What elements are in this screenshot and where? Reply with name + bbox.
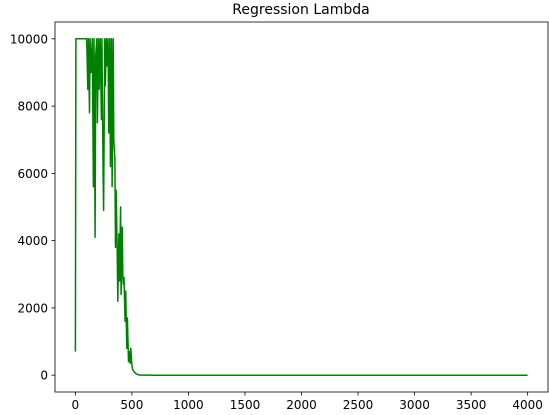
y-tick-label: 8000 [17,100,48,114]
y-tick-label: 6000 [17,167,48,181]
y-tick-label: 2000 [17,301,48,315]
x-tick-label: 0 [72,398,80,412]
series-line-0 [74,38,528,376]
y-tick-label: 0 [40,369,48,383]
x-tick-label: 1500 [230,398,261,412]
y-tick-label: 4000 [17,234,48,248]
x-tick-label: 4000 [512,398,543,412]
x-tick-label: 2500 [343,398,374,412]
y-tick-label: 10000 [10,32,48,46]
x-tick-label: 500 [120,398,143,412]
axes-frame [54,21,549,393]
chart-title: Regression Lambda [232,2,369,18]
x-tick-label: 1000 [173,398,204,412]
axes: 0 500 1000 1500 2000 2500 3000 3500 4000 0 2000 400… [10,21,549,412]
x-tick-label: 3000 [399,398,430,412]
x-tick-label: 2000 [286,398,317,412]
x-tick-label: 3500 [456,398,487,412]
plot-area [74,38,528,376]
